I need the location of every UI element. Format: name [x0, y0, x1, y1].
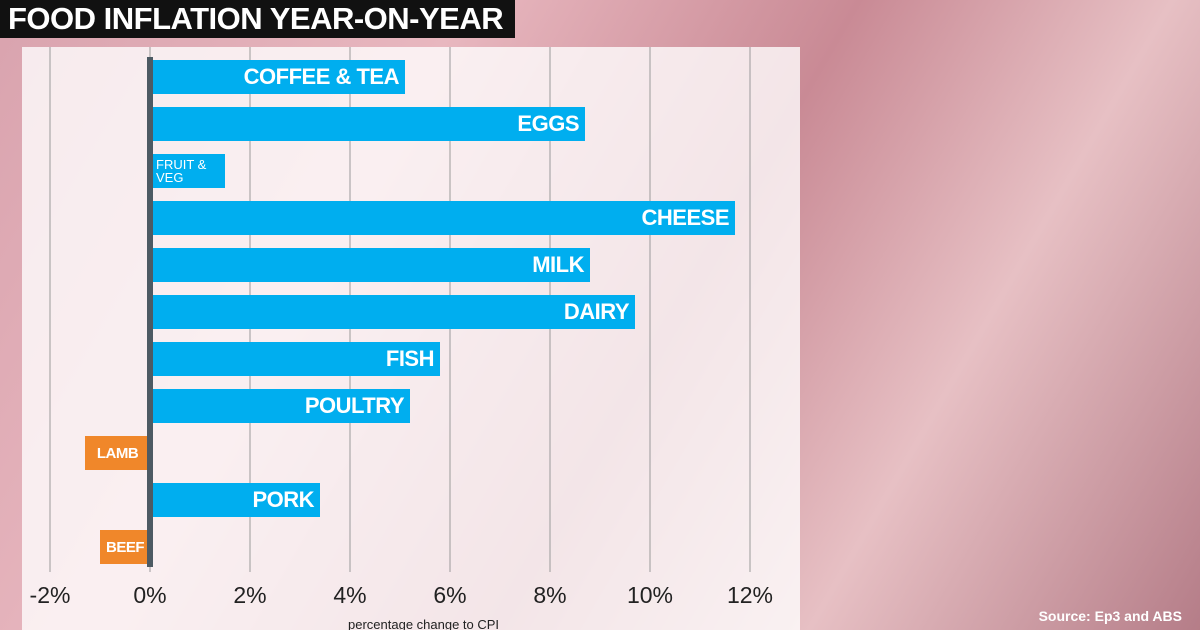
x-tick-label: 2%: [233, 582, 266, 608]
bar: [150, 154, 225, 188]
x-tick-label: 10%: [627, 582, 673, 608]
bar-label: EGGS: [517, 111, 579, 136]
bar: [150, 201, 735, 235]
bar: [85, 436, 150, 470]
x-tick-label: 8%: [533, 582, 566, 608]
bar-label: PORK: [252, 487, 314, 512]
bar-label: POULTRY: [304, 393, 405, 418]
bar-label: FRUIT & VEG: [156, 157, 207, 185]
bar-label: CHEESE: [641, 205, 730, 230]
bar-label: MILK: [532, 252, 584, 277]
bar-label: DAIRY: [563, 299, 630, 324]
bar: [150, 389, 410, 423]
bar: [150, 248, 590, 282]
chart-title: FOOD INFLATION YEAR-ON-YEAR: [0, 0, 516, 38]
bar: [150, 295, 635, 329]
bar-label: BEEF: [105, 538, 145, 556]
bar: [100, 530, 150, 564]
x-axis-label: percentage change to CPI: [348, 617, 500, 630]
bar-label: LAMB: [96, 444, 139, 462]
x-tick-label: 4%: [333, 582, 366, 608]
bar: [150, 342, 440, 376]
source: Source: Ep3 and ABS: [1038, 608, 1182, 624]
bar: [150, 60, 405, 94]
bar-label: COFFEE & TEA: [243, 64, 400, 89]
bar-label: FISH: [385, 346, 435, 371]
x-tick-label: 6%: [433, 582, 466, 608]
x-tick-label: 12%: [727, 582, 773, 608]
x-tick-label: -2%: [30, 582, 71, 608]
bar: [150, 483, 320, 517]
zero-axis: [147, 57, 153, 567]
x-tick-label: 0%: [133, 582, 166, 608]
bar: [150, 107, 585, 141]
